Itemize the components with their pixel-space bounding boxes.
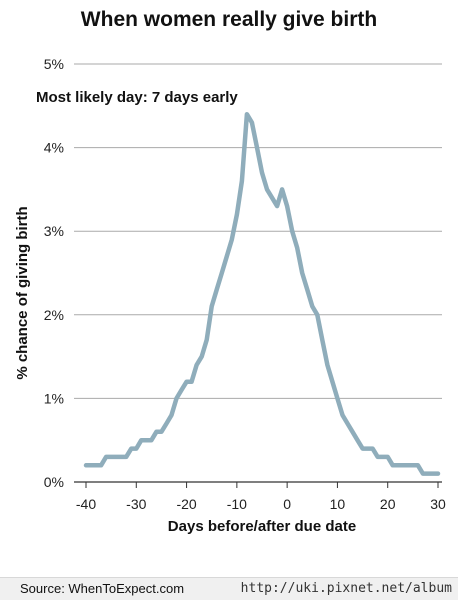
x-tick-label: 30 bbox=[430, 496, 446, 512]
y-axis-label: % chance of giving birth bbox=[14, 206, 31, 379]
x-tick-label: -40 bbox=[76, 496, 96, 512]
y-tick-labels: 0% 1% 2% 3% 4% 5% bbox=[44, 56, 64, 490]
chart-title: When women really give birth bbox=[80, 8, 378, 31]
y-tick-label: 1% bbox=[44, 390, 64, 406]
footer-bar: Source: WhenToExpect.com http://uki.pixn… bbox=[0, 577, 458, 600]
x-tick-labels: -40 -30 -20 -10 0 10 20 30 bbox=[76, 482, 446, 512]
x-tick-label: -30 bbox=[126, 496, 146, 512]
y-tick-label: 2% bbox=[44, 307, 64, 323]
x-tick-label: 20 bbox=[380, 496, 396, 512]
y-tick-label: 0% bbox=[44, 474, 64, 490]
gridlines bbox=[74, 63, 442, 483]
watermark-url: http://uki.pixnet.net/album bbox=[240, 581, 452, 596]
x-tick-label: -20 bbox=[176, 496, 196, 512]
source-credit: Source: WhenToExpect.com bbox=[20, 581, 185, 596]
peak-annotation: Most likely day: 7 days early bbox=[36, 89, 238, 106]
y-tick-label: 5% bbox=[44, 56, 64, 72]
y-tick-label: 3% bbox=[44, 223, 64, 239]
x-tick-label: -10 bbox=[227, 496, 247, 512]
y-tick-label: 4% bbox=[44, 140, 64, 156]
x-axis-label: Days before/after due date bbox=[168, 518, 356, 535]
x-tick-label: 10 bbox=[330, 496, 346, 512]
x-tick-label: 0 bbox=[283, 496, 291, 512]
series-group bbox=[83, 111, 441, 476]
series-line-0 bbox=[83, 111, 441, 476]
